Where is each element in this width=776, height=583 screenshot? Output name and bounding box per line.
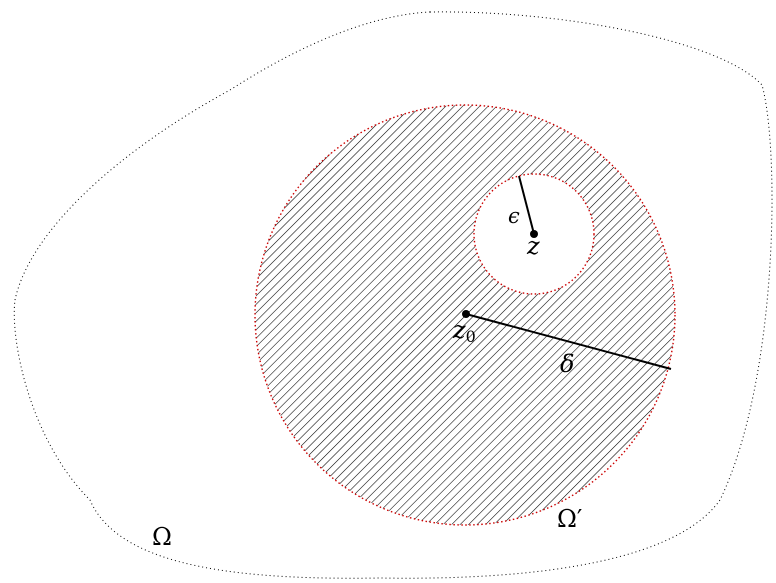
label-z: z [526, 232, 540, 260]
label-delta: δ [560, 350, 574, 378]
disc-boundary [254, 104, 676, 526]
radius-delta-line [465, 313, 672, 370]
radius-epsilon-line [518, 175, 535, 235]
label-omega: Ω [152, 523, 172, 551]
label-epsilon: ϵ [508, 204, 520, 228]
label-omega-prime: Ω′ [557, 505, 582, 533]
label-z0-base: z [452, 316, 466, 344]
hole-boundary [473, 173, 595, 295]
point-z0 [462, 310, 470, 318]
label-z0: z0 [452, 316, 476, 346]
label-z0-subscript: 0 [466, 327, 476, 346]
outer-region-boundary [13, 11, 773, 579]
point-z [530, 230, 538, 238]
